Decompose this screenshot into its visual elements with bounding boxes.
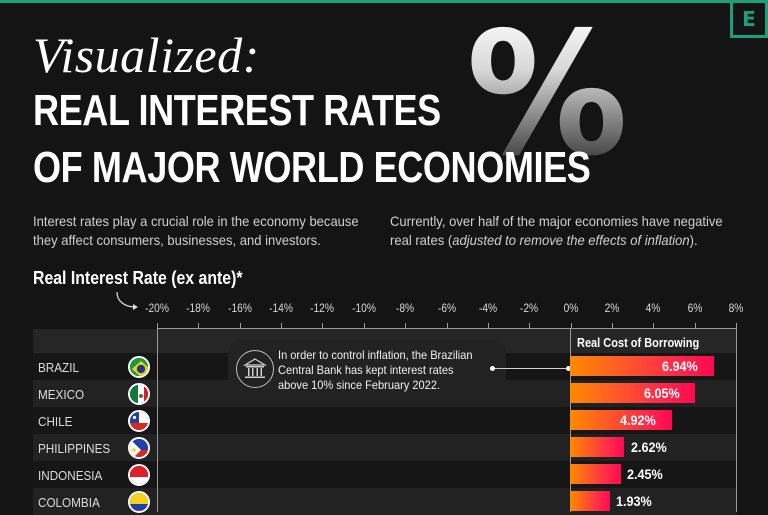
- kicker: Visualized:: [33, 27, 260, 83]
- x-tick-label: -12%: [310, 301, 335, 315]
- x-tick-label: 8%: [728, 301, 744, 315]
- bar-value-label: 2.45%: [627, 466, 663, 482]
- x-tick-label: -16%: [227, 301, 252, 315]
- flag-brazil-icon: [128, 356, 150, 378]
- curved-arrow-icon: [116, 291, 138, 310]
- top-accent-bar: [0, 0, 768, 3]
- x-tick-mark: [736, 323, 737, 328]
- connector-dot-end: [566, 366, 571, 371]
- logo-letter: E: [742, 7, 756, 31]
- x-tick-mark: [653, 323, 655, 328]
- x-axis-line: [157, 328, 737, 329]
- x-tick-mark: [322, 323, 324, 328]
- intro-right: Currently, over half of the major econom…: [390, 212, 723, 250]
- bar: [570, 491, 610, 511]
- x-tick-label: -14%: [269, 301, 293, 315]
- intro-left-line1: Interest rates play a crucial role in th…: [33, 213, 359, 229]
- x-tick-mark: [611, 323, 613, 328]
- real-cost-of-borrowing-label: Real Cost of Borrowing: [577, 336, 700, 350]
- intro-italic: adjusted to remove the effects of inflat…: [452, 232, 690, 248]
- bar-value-label: 1.93%: [616, 493, 653, 509]
- flag-chile-icon: [128, 410, 150, 432]
- x-tick-label: -6%: [437, 301, 456, 315]
- country-label: PHILIPPINES: [38, 441, 111, 456]
- country-label: MEXICO: [38, 387, 85, 402]
- x-tick-label: -2%: [520, 301, 539, 315]
- flag-colombia-icon: [128, 491, 150, 513]
- page-title-line2: OF MAJOR WORLD ECONOMIES: [33, 143, 591, 192]
- bar: [570, 437, 625, 457]
- x-tick-label: -18%: [186, 301, 211, 315]
- intro-suffix: ).: [689, 232, 698, 248]
- intro-left-line2: they affect consumers, businesses, and i…: [33, 232, 321, 248]
- bar: [570, 356, 714, 376]
- bar: [570, 410, 672, 430]
- percent-graphic: %: [466, 0, 629, 194]
- x-tick-label: 6%: [687, 301, 703, 315]
- intro-right-line2: real rates (adjusted to remove the effec…: [390, 231, 723, 250]
- x-tick-mark: [487, 323, 489, 328]
- x-tick-mark: [281, 323, 283, 328]
- x-tick-mark: [570, 323, 572, 328]
- publisher-logo: E: [730, 0, 768, 38]
- bar-value-label: 6.05%: [643, 385, 680, 401]
- x-tick-label: -8%: [396, 301, 415, 315]
- x-tick-mark: [694, 323, 696, 328]
- x-tick-mark: [363, 323, 365, 328]
- table-row: [33, 488, 737, 515]
- x-tick-mark: [529, 323, 531, 328]
- intro-right-line1: Currently, over half of the major econom…: [390, 213, 723, 229]
- annotation-connector: [492, 368, 568, 369]
- x-tick-label: -10%: [351, 301, 376, 315]
- chart-title: Real Interest Rate (ex ante)*: [33, 268, 243, 288]
- axis-left-boundary: [157, 328, 158, 512]
- country-label: CHILE: [38, 414, 73, 429]
- flag-indonesia-icon: [128, 464, 150, 486]
- x-tick-mark: [405, 323, 407, 328]
- bar-value-label: 2.62%: [630, 439, 667, 455]
- x-tick-mark: [198, 323, 200, 328]
- x-tick-mark: [157, 323, 158, 328]
- annotation-line2: Central Bank has kept interest rates: [278, 363, 454, 377]
- x-tick-mark: [239, 323, 241, 328]
- country-label: INDONESIA: [38, 468, 103, 483]
- x-tick-label: 0%: [563, 301, 578, 315]
- page-title-line1: REAL INTEREST RATES: [33, 86, 441, 135]
- flag-philippines-icon: [128, 437, 150, 459]
- annotation-line1: In order to control inflation, the Brazi…: [278, 348, 473, 362]
- x-tick-label: 4%: [645, 301, 661, 315]
- x-tick-mark: [446, 323, 448, 328]
- x-tick-label: -4%: [478, 301, 497, 315]
- bar-value-label: 6.94%: [662, 358, 698, 374]
- annotation-line3: above 10% since February 2022.: [278, 378, 441, 392]
- bar: [570, 464, 621, 484]
- flag-mexico-icon: [128, 383, 150, 405]
- bar: [570, 383, 696, 403]
- annotation-text: In order to control inflation, the Brazi…: [278, 348, 473, 393]
- brazil-annotation: [228, 340, 506, 402]
- connector-dot-start: [490, 366, 495, 371]
- country-label: BRAZIL: [38, 360, 79, 375]
- bank-icon: [236, 350, 274, 388]
- axis-right-boundary: [736, 328, 737, 512]
- country-label: COLOMBIA: [38, 495, 100, 510]
- x-tick-label: 2%: [604, 301, 620, 315]
- x-tick-label: -20%: [145, 301, 169, 315]
- intro-prefix: real rates (: [390, 232, 453, 248]
- bar-value-label: 4.92%: [620, 412, 657, 428]
- intro-left: Interest rates play a crucial role in th…: [33, 212, 359, 250]
